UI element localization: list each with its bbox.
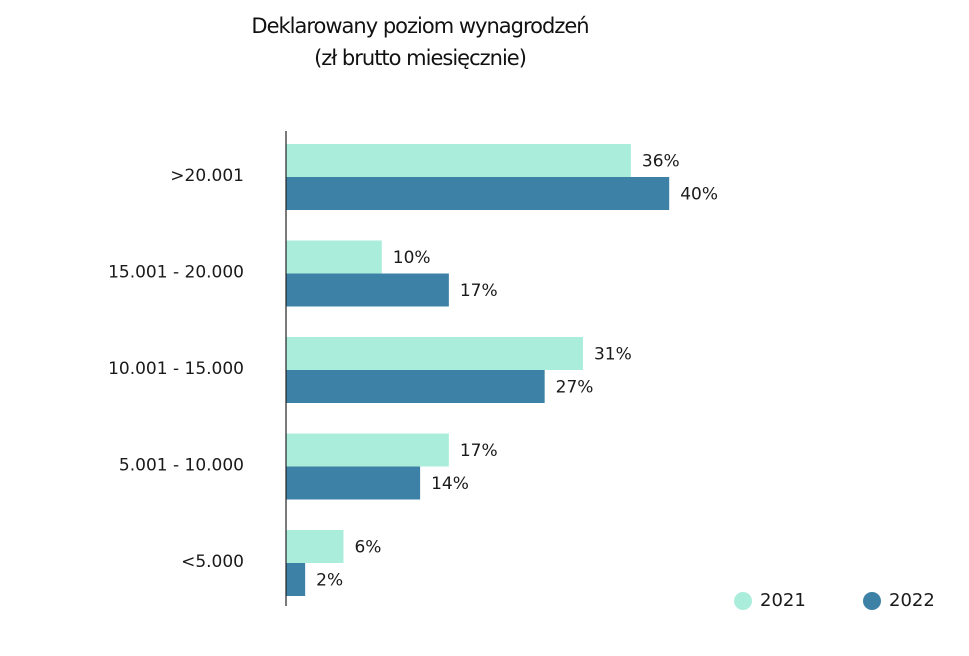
category-label: 10.001 - 15.000 (108, 359, 244, 379)
category-label: <5.000 (181, 552, 244, 572)
data-label-2022: 27% (556, 378, 594, 398)
legend-label-2021: 2021 (760, 590, 806, 611)
category-label: >20.001 (170, 166, 244, 186)
bar-2022 (286, 177, 670, 210)
data-label-2022: 40% (680, 185, 718, 205)
data-label-2022: 17% (460, 281, 498, 301)
data-label-2022: 14% (431, 474, 469, 494)
bar-2021 (286, 337, 583, 370)
bar-2022 (286, 273, 449, 307)
category-label: 15.001 - 20.000 (108, 263, 244, 283)
legend-label-2022: 2022 (889, 590, 935, 611)
data-label-2021: 31% (594, 345, 632, 365)
data-label-2021: 10% (393, 248, 431, 268)
bar-2022 (286, 466, 421, 500)
bar-2021 (286, 530, 344, 563)
data-label-2021: 17% (460, 441, 498, 461)
legend-item-2021: 2021 (734, 590, 806, 611)
legend-item-2022: 2022 (863, 590, 935, 611)
bar-2021 (286, 433, 449, 467)
bar-2022 (286, 370, 545, 403)
bar-2022 (286, 563, 306, 596)
data-label-2021: 6% (354, 538, 381, 558)
chart-subtitle: (zł brutto miesięcznie) (314, 46, 527, 70)
bar-2021 (286, 240, 382, 274)
legend-swatch-2022 (863, 591, 881, 610)
category-label: 5.001 - 10.000 (119, 456, 244, 476)
data-label-2021: 36% (642, 152, 680, 172)
legend-swatch-2021 (734, 591, 752, 610)
bar-2021 (286, 144, 631, 177)
data-label-2022: 2% (316, 571, 343, 591)
chart-title: Deklarowany poziom wynagrodzeń (251, 14, 589, 38)
